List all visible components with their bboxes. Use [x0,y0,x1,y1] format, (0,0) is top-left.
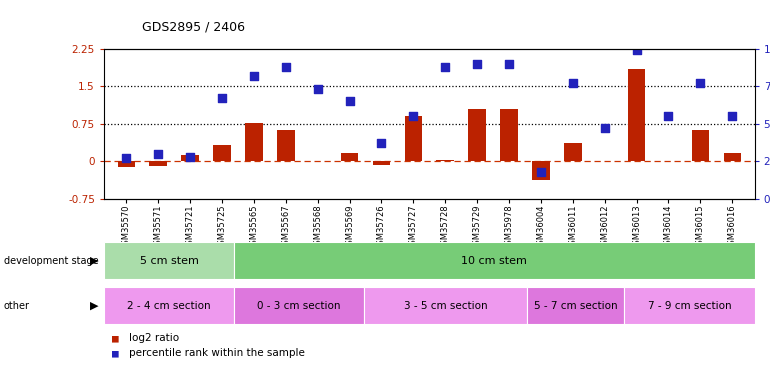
Bar [234,242,755,279]
Point [662,113,675,119]
Point [312,86,324,92]
Point [695,80,707,86]
Bar [181,155,199,161]
Text: ■: ■ [112,348,119,358]
Text: 3 - 5 cm section: 3 - 5 cm section [403,301,487,310]
Bar [628,69,645,161]
Point [598,125,611,131]
Point [631,47,643,53]
Text: development stage: development stage [4,256,99,266]
Text: 10 cm stem: 10 cm stem [461,256,527,266]
Point [471,61,484,67]
Point [439,64,451,70]
Bar [564,143,581,161]
Point [407,113,420,119]
Bar [277,130,294,161]
Point [184,154,196,160]
Text: log2 ratio: log2 ratio [129,333,179,343]
Point [120,155,132,161]
Bar [437,160,454,161]
Bar [691,130,709,161]
Text: other: other [4,301,30,310]
Point [726,113,738,119]
Point [343,98,356,104]
Text: 5 cm stem: 5 cm stem [139,256,199,266]
Bar [624,287,755,324]
Point [248,73,260,79]
Point [375,140,387,146]
Text: 2 - 4 cm section: 2 - 4 cm section [127,301,211,310]
Bar [532,161,550,180]
Bar [118,161,135,167]
Point [280,64,292,70]
Point [152,151,164,157]
Text: 0 - 3 cm section: 0 - 3 cm section [257,301,341,310]
Bar [364,287,527,324]
Bar [724,153,741,161]
Bar [527,287,624,324]
Point [216,95,228,101]
Point [567,80,579,86]
Bar [468,109,486,161]
Text: GDS2895 / 2406: GDS2895 / 2406 [142,21,246,34]
Bar [104,287,234,324]
Text: percentile rank within the sample: percentile rank within the sample [129,348,304,358]
Text: 7 - 9 cm section: 7 - 9 cm section [648,301,731,310]
Bar [149,161,167,166]
Bar [500,109,517,161]
Text: 5 - 7 cm section: 5 - 7 cm section [534,301,618,310]
Bar [245,123,263,161]
Text: ▶: ▶ [90,256,99,266]
Bar [373,161,390,165]
Bar [404,116,422,161]
Bar [104,242,234,279]
Bar [234,287,364,324]
Point [503,61,515,67]
Point [534,169,547,175]
Text: ▶: ▶ [90,301,99,310]
Bar [341,153,358,161]
Text: ■: ■ [112,333,119,343]
Bar [213,145,231,161]
